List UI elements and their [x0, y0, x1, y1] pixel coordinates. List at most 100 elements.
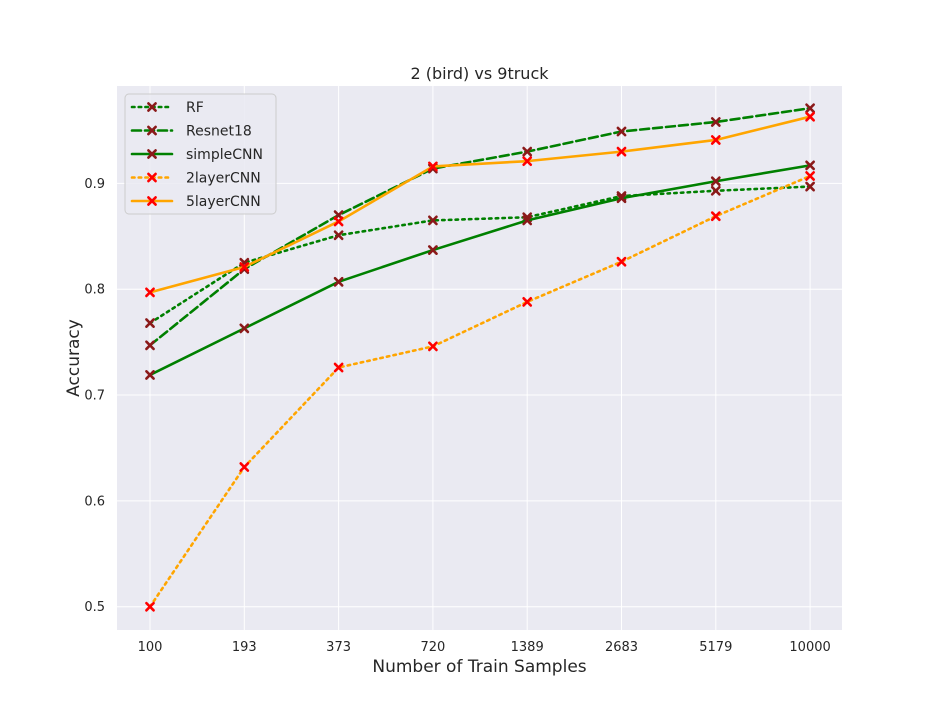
data-point: [145, 340, 155, 351]
x-tick-label: 5179: [699, 640, 732, 655]
data-point: [710, 185, 721, 196]
marker-x: [428, 215, 438, 226]
series-group: [145, 103, 815, 612]
legend-label: simpleCNN: [186, 147, 263, 163]
marker-x: [239, 262, 250, 272]
data-point: [239, 462, 250, 472]
marker-x: [239, 323, 250, 334]
tick-labels: 100 193 373 720 1389 2683 5179 10000 0.5 0.6 0.7 0.…: [84, 177, 830, 655]
marker-x: [147, 172, 157, 183]
marker-x: [805, 171, 815, 181]
marker-x: [428, 341, 438, 352]
marker-x: [710, 185, 721, 196]
data-point: [333, 216, 344, 227]
data-point: [145, 370, 155, 380]
data-point: [522, 146, 533, 157]
marker-x: [145, 318, 155, 328]
marker-x: [805, 160, 815, 171]
marker-x: [333, 362, 344, 373]
marker-x: [616, 126, 627, 137]
data-point: [145, 601, 155, 612]
legend-item: simpleCNN: [130, 147, 263, 163]
legend-marker: [147, 149, 157, 159]
marker-x: [428, 245, 438, 255]
legend-item: Resnet18: [130, 124, 252, 140]
series-line: [148, 164, 812, 377]
marker-x: [616, 146, 627, 157]
legend: RF Resnet18 simpleCNN 2layerCNN 5layerCNN: [124, 93, 277, 215]
legend-marker: [147, 102, 157, 112]
marker-x: [239, 462, 250, 472]
legend-marker: [147, 125, 157, 136]
legend-item: 5layerCNN: [130, 194, 261, 210]
legend-item: RF: [130, 100, 204, 116]
legend-label: Resnet18: [186, 124, 252, 140]
data-point: [616, 126, 627, 137]
marker-x: [805, 181, 815, 192]
data-point: [145, 318, 155, 328]
chart-title: 2 (bird) vs 9truck: [410, 64, 549, 83]
data-point: [522, 215, 533, 226]
data-point: [805, 171, 815, 181]
data-point: [428, 341, 438, 352]
legend-marker: [147, 172, 157, 183]
marker-x: [522, 156, 533, 167]
marker-x: [147, 125, 157, 136]
marker-x: [805, 103, 815, 114]
data-point: [333, 230, 344, 241]
data-point: [710, 176, 721, 187]
marker-x: [145, 287, 155, 298]
data-point: [805, 160, 815, 171]
data-point: [616, 193, 627, 204]
data-point: [616, 146, 627, 157]
marker-x: [145, 370, 155, 380]
marker-x: [147, 196, 157, 206]
data-point: [428, 215, 438, 226]
data-point: [522, 156, 533, 167]
marker-x: [145, 340, 155, 351]
marker-x: [333, 230, 344, 241]
y-tick-label: 0.9: [84, 177, 105, 192]
data-point: [428, 245, 438, 255]
data-point: [616, 256, 627, 267]
legend-label: 5layerCNN: [186, 194, 261, 210]
data-point: [428, 161, 438, 172]
series-simplecnn: [145, 160, 815, 380]
y-axis-label: Accuracy: [64, 319, 84, 397]
legend-marker: [147, 196, 157, 206]
marker-x: [710, 211, 721, 222]
y-tick-label: 0.7: [84, 389, 105, 404]
x-tick-label: 1389: [511, 640, 544, 655]
data-point: [710, 135, 721, 145]
data-point: [710, 211, 721, 222]
legend-item: 2layerCNN: [130, 171, 261, 187]
x-tick-label: 193: [232, 640, 257, 655]
data-point: [805, 103, 815, 114]
series-2layercnn: [145, 171, 815, 612]
marker-x: [805, 111, 815, 122]
marker-x: [145, 601, 155, 612]
x-axis-label: Number of Train Samples: [372, 657, 586, 677]
data-point: [333, 276, 344, 287]
legend-box: [124, 93, 277, 215]
marker-x: [147, 102, 157, 112]
data-point: [239, 262, 250, 272]
x-tick-label: 100: [138, 640, 163, 655]
marker-x: [616, 193, 627, 204]
x-tick-label: 2683: [605, 640, 638, 655]
data-point: [710, 117, 721, 127]
series-5layercnn: [145, 111, 815, 298]
marker-x: [522, 215, 533, 226]
marker-x: [710, 176, 721, 187]
data-point: [805, 181, 815, 192]
x-tick-label: 373: [326, 640, 351, 655]
series-line: [148, 115, 812, 294]
marker-x: [710, 117, 721, 127]
legend-label: 2layerCNN: [186, 171, 261, 187]
y-tick-label: 0.5: [84, 600, 105, 615]
series-line: [148, 174, 812, 609]
data-point: [239, 323, 250, 334]
marker-x: [522, 297, 533, 307]
